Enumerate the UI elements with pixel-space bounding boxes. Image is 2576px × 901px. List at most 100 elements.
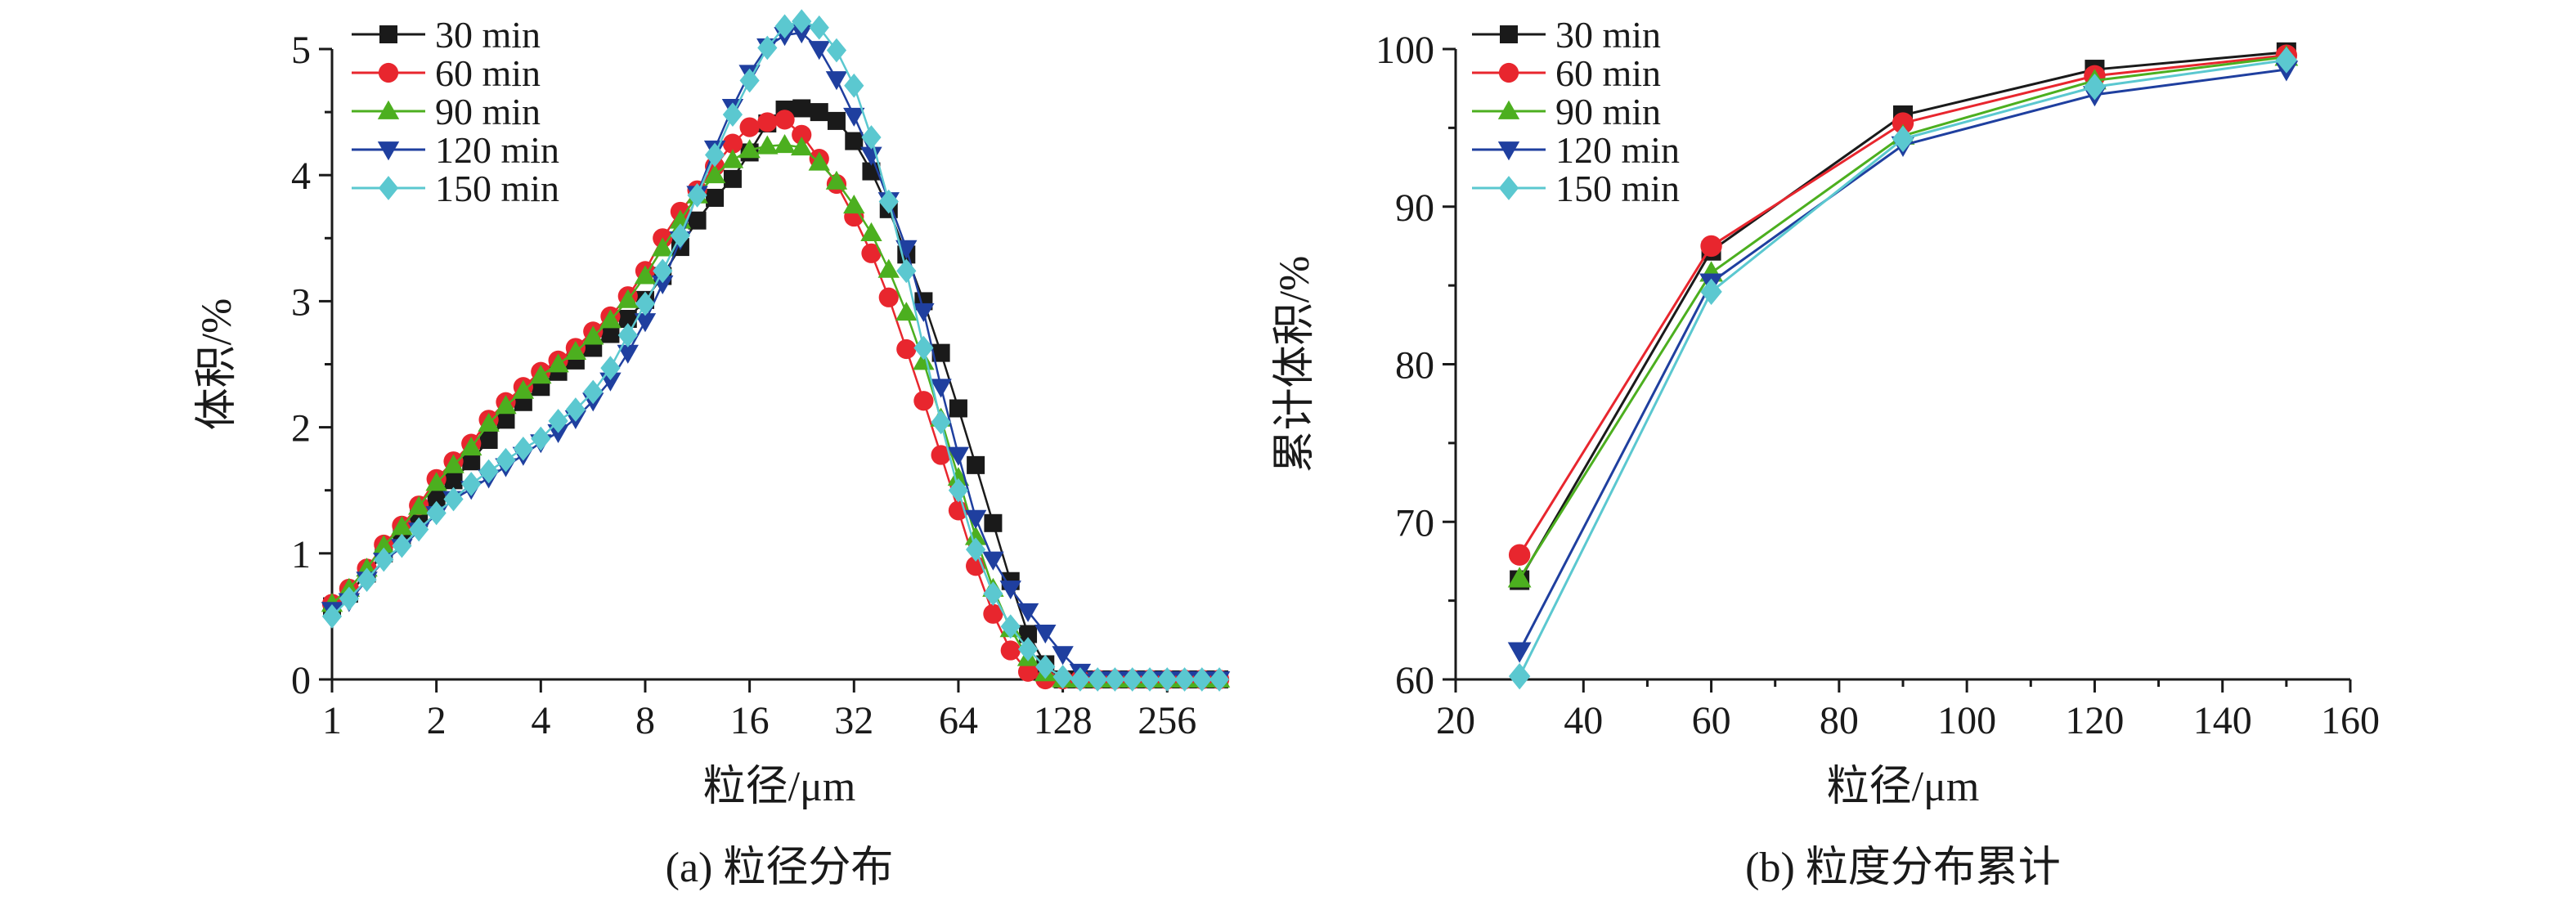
data-point	[861, 243, 882, 263]
data-point	[808, 151, 830, 171]
x-tick-label: 100	[1937, 699, 1996, 742]
data-point	[949, 399, 967, 418]
x-tick-label: 256	[1138, 699, 1196, 742]
x-tick-label: 160	[2321, 699, 2380, 742]
data-point	[653, 258, 673, 284]
data-point	[757, 112, 778, 132]
data-point	[1892, 112, 1914, 134]
data-point	[373, 535, 395, 554]
data-point	[548, 409, 568, 433]
data-point	[878, 189, 899, 214]
data-point	[825, 71, 848, 91]
y-tick-label: 4	[291, 155, 311, 198]
legend-swatch-marker	[377, 141, 400, 161]
y-tick-label: 90	[1395, 186, 1434, 230]
data-point	[1700, 235, 1722, 258]
data-point	[947, 467, 970, 486]
data-point	[999, 580, 1021, 600]
data-point	[860, 146, 882, 166]
y-tick-label: 3	[291, 280, 311, 324]
data-point	[617, 344, 639, 364]
legend-label: 60 min	[1555, 52, 1661, 94]
data-point	[845, 132, 864, 150]
data-point	[1892, 125, 1914, 153]
data-point	[1508, 662, 1531, 690]
data-point	[931, 445, 951, 465]
y-axis-title: 体积/%	[194, 298, 240, 431]
data-point	[321, 604, 343, 629]
data-point	[496, 410, 515, 429]
data-point	[1139, 667, 1160, 692]
data-point	[913, 335, 934, 361]
data-point	[1016, 603, 1039, 622]
y-tick-label: 60	[1395, 659, 1434, 702]
data-point	[983, 603, 1003, 624]
legend-label: 90 min	[1555, 91, 1661, 132]
data-point	[357, 567, 377, 593]
data-point	[930, 379, 952, 398]
data-point	[1017, 637, 1039, 661]
data-point	[442, 454, 464, 473]
data-point	[1157, 667, 1178, 692]
data-point	[895, 302, 918, 321]
data-point	[896, 338, 917, 360]
data-point	[618, 309, 637, 328]
data-point	[704, 142, 725, 168]
data-point	[966, 537, 986, 563]
legend-label: 30 min	[435, 14, 541, 56]
data-point	[444, 471, 463, 490]
data-point	[339, 586, 359, 612]
data-point	[547, 353, 569, 373]
x-tick-label: 128	[1034, 699, 1093, 742]
data-point	[1105, 667, 1125, 692]
data-point	[808, 41, 830, 61]
legend-label: 120 min	[1555, 129, 1680, 171]
data-point	[792, 124, 812, 145]
x-tick-label: 80	[1820, 699, 1859, 742]
data-point	[443, 486, 464, 512]
y-tick-label: 5	[291, 29, 311, 72]
x-tick-label: 8	[635, 699, 655, 742]
data-point	[530, 365, 552, 384]
legend-swatch-marker	[378, 62, 399, 83]
data-point	[809, 15, 829, 40]
legend-swatch-marker	[1498, 62, 1519, 83]
data-point	[1052, 665, 1073, 689]
data-point	[1035, 654, 1056, 679]
y-tick-label: 70	[1395, 501, 1434, 545]
x-tick-label: 16	[730, 699, 770, 742]
data-point	[512, 379, 535, 399]
data-point	[495, 395, 517, 415]
data-point	[479, 431, 498, 450]
data-point	[582, 325, 604, 345]
data-point	[496, 447, 516, 473]
x-tick-label: 64	[939, 699, 978, 742]
data-point	[478, 412, 500, 432]
data-point	[984, 513, 1003, 532]
legend-label: 150 min	[1555, 168, 1680, 209]
data-point	[461, 472, 482, 496]
data-point	[774, 110, 795, 130]
data-point	[792, 99, 811, 118]
y-tick-label: 80	[1395, 344, 1434, 388]
legend-item: 120 min	[352, 129, 559, 171]
data-point	[757, 35, 778, 61]
data-point	[634, 313, 657, 333]
data-point	[670, 223, 690, 249]
legend-item: 90 min	[1472, 91, 1661, 132]
panel-b-cumulative-volume: 20 40 60 80 100 120 140 160 60 70 80 90 100 粒径/μm 累计体积…	[1272, 14, 2380, 891]
data-point	[425, 472, 447, 491]
x-tick-label: 2	[427, 699, 447, 742]
legend-label: 60 min	[435, 52, 541, 94]
data-point	[1700, 278, 1722, 306]
legend-item: 120 min	[1472, 129, 1680, 171]
data-point	[722, 102, 743, 128]
data-point	[721, 149, 744, 168]
data-point	[617, 323, 638, 347]
data-point	[931, 410, 951, 435]
x-axis-title: 粒径/μm	[703, 764, 856, 810]
x-tick-label: 32	[834, 699, 873, 742]
